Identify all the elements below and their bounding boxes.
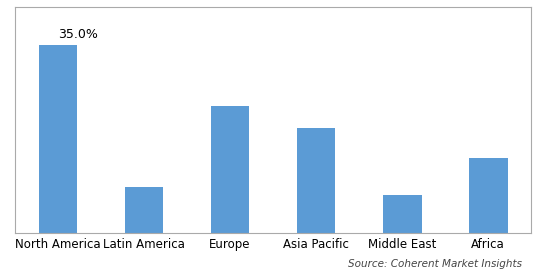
Bar (383, 195, 422, 233)
Text: 35.0%: 35.0% (58, 28, 98, 41)
Text: Source: Coherent Market Insights: Source: Coherent Market Insights (348, 259, 522, 269)
Bar (211, 106, 250, 233)
Bar (469, 157, 508, 233)
Bar (39, 45, 77, 233)
Bar (125, 187, 164, 233)
Bar (297, 128, 336, 233)
